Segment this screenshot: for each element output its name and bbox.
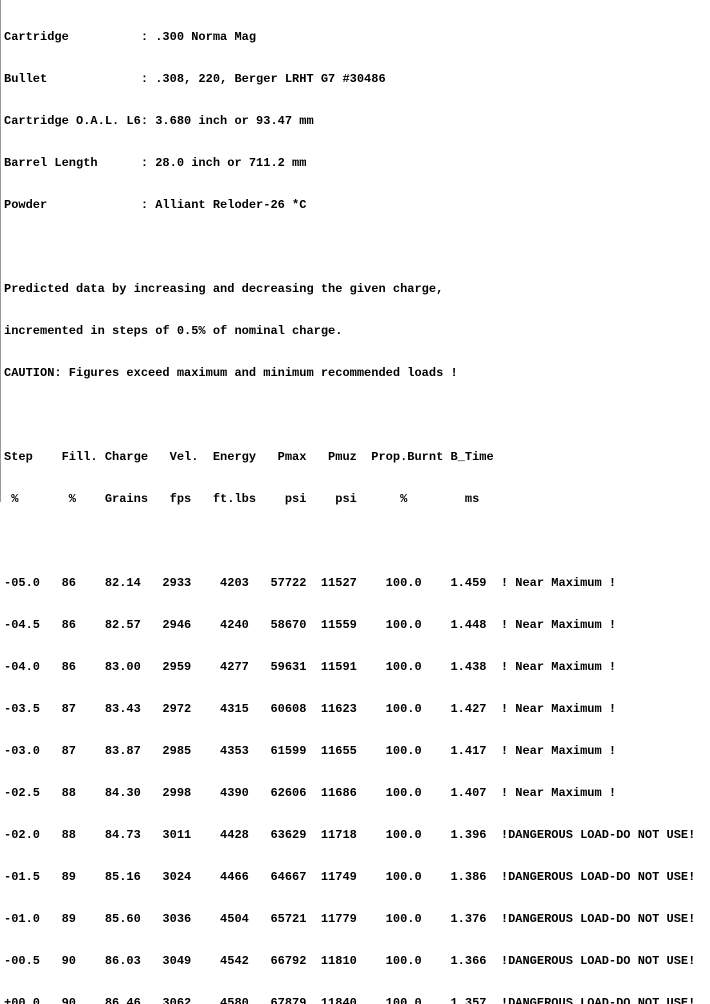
caution-line: CAUTION: Figures exceed maximum and mini… [4, 366, 458, 380]
table-units-line: % % Grains fps ft.lbs psi psi % ms [4, 492, 480, 506]
table-row: -01.5 89 85.16 3024 4466 64667 11749 100… [4, 870, 696, 884]
blank-line [4, 240, 710, 254]
table-row: -02.0 88 84.73 3011 4428 63629 11718 100… [4, 828, 696, 842]
info-line-powder: Powder : Alliant Reloder-26 *C [4, 198, 307, 212]
table-header-line: Step Fill. Charge Vel. Energy Pmax Pmuz … [4, 450, 494, 464]
table-row: -03.0 87 83.87 2985 4353 61599 11655 100… [4, 744, 617, 758]
note-line-predicted: Predicted data by increasing and decreas… [4, 282, 444, 296]
blank-line [4, 534, 710, 548]
table-row: -03.5 87 83.43 2972 4315 60608 11623 100… [4, 702, 617, 716]
blank-line [4, 408, 710, 422]
table-row: -05.0 86 82.14 2933 4203 57722 11527 100… [4, 576, 617, 590]
table-row: -01.0 89 85.60 3036 4504 65721 11779 100… [4, 912, 696, 926]
table-row: +00.0 90 86.46 3062 4580 67879 11840 100… [4, 996, 696, 1004]
info-line-barrel-length: Barrel Length : 28.0 inch or 711.2 mm [4, 156, 307, 170]
info-line-bullet: Bullet : .308, 220, Berger LRHT G7 #3048… [4, 72, 386, 86]
note-line-incremented: incremented in steps of 0.5% of nominal … [4, 324, 343, 338]
table-row: -00.5 90 86.03 3049 4542 66792 11810 100… [4, 954, 696, 968]
info-line-cartridge: Cartridge : .300 Norma Mag [4, 30, 257, 44]
table-row: -04.0 86 83.00 2959 4277 59631 11591 100… [4, 660, 617, 674]
table-row: -02.5 88 84.30 2998 4390 62606 11686 100… [4, 786, 617, 800]
info-line-oal: Cartridge O.A.L. L6: 3.680 inch or 93.47… [4, 114, 314, 128]
table-row: -04.5 86 82.57 2946 4240 58670 11559 100… [4, 618, 617, 632]
